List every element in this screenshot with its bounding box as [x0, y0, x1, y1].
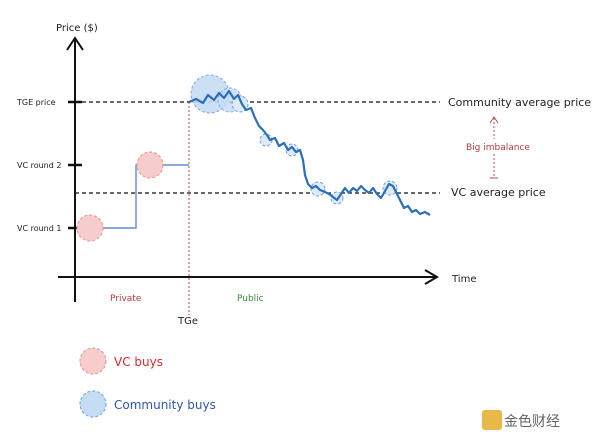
tick-label-vc1: VC round 1 [17, 224, 61, 233]
vc-buy-round-1 [76, 214, 104, 242]
y-axis-title: Price ($) [56, 23, 98, 34]
watermark-logo-icon [482, 410, 502, 430]
legend-community-label: Community buys [114, 398, 216, 412]
imbalance-label: Big imbalance [466, 143, 530, 153]
phase-public: Public [237, 294, 264, 304]
legend-vc-label: VC buys [114, 355, 163, 369]
imbalance-label-bg [462, 139, 526, 153]
x-axis-arrow [424, 269, 439, 285]
imbalance-arrow [489, 116, 499, 124]
tge-label: TGe [177, 316, 198, 327]
community-price-line [188, 89, 431, 216]
vc-buy-round-2 [136, 151, 164, 179]
vc-price-step [90, 164, 189, 229]
x-axis-title: Time [451, 274, 476, 285]
legend-community-swatch [79, 390, 107, 418]
community-average-label: Community average price [448, 96, 591, 109]
tick-label-tge: TGE price [16, 98, 56, 107]
watermark-text: 金色财经 [504, 413, 560, 430]
y-axis-arrow [66, 36, 84, 51]
legend-vc-swatch [79, 347, 107, 375]
phase-private: Private [110, 294, 142, 304]
tick-label-vc2: VC round 2 [17, 161, 61, 170]
community-buy [382, 180, 398, 196]
vc-average-label: VC average price [451, 186, 546, 199]
